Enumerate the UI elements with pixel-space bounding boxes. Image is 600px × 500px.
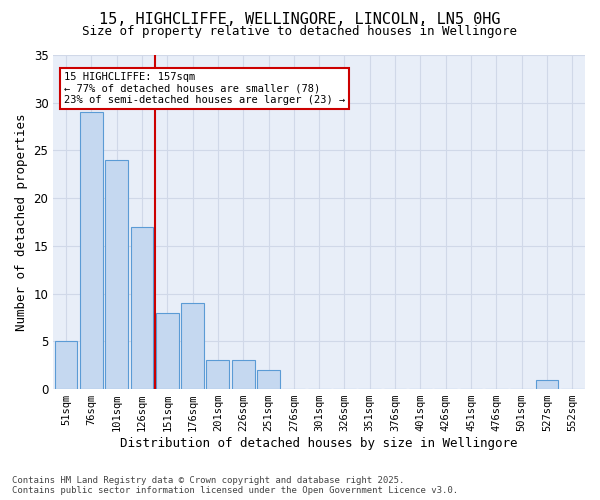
Bar (80, 112, 103, 389)
Text: Contains HM Land Registry data © Crown copyright and database right 2025.
Contai: Contains HM Land Registry data © Crown c… (12, 476, 458, 495)
Bar (232, 360, 254, 389)
Bar (257, 370, 280, 389)
Bar (131, 227, 154, 389)
Bar (206, 360, 229, 389)
Bar (105, 160, 128, 389)
X-axis label: Distribution of detached houses by size in Wellingore: Distribution of detached houses by size … (121, 437, 518, 450)
Y-axis label: Number of detached properties: Number of detached properties (15, 114, 28, 331)
Text: 15 HIGHCLIFFE: 157sqm
← 77% of detached houses are smaller (78)
23% of semi-deta: 15 HIGHCLIFFE: 157sqm ← 77% of detached … (64, 72, 345, 105)
Bar (181, 303, 204, 389)
Text: Size of property relative to detached houses in Wellingore: Size of property relative to detached ho… (83, 25, 517, 38)
Bar (156, 312, 179, 389)
Bar (536, 380, 559, 389)
Text: 15, HIGHCLIFFE, WELLINGORE, LINCOLN, LN5 0HG: 15, HIGHCLIFFE, WELLINGORE, LINCOLN, LN5… (99, 12, 501, 28)
Bar (55, 342, 77, 389)
